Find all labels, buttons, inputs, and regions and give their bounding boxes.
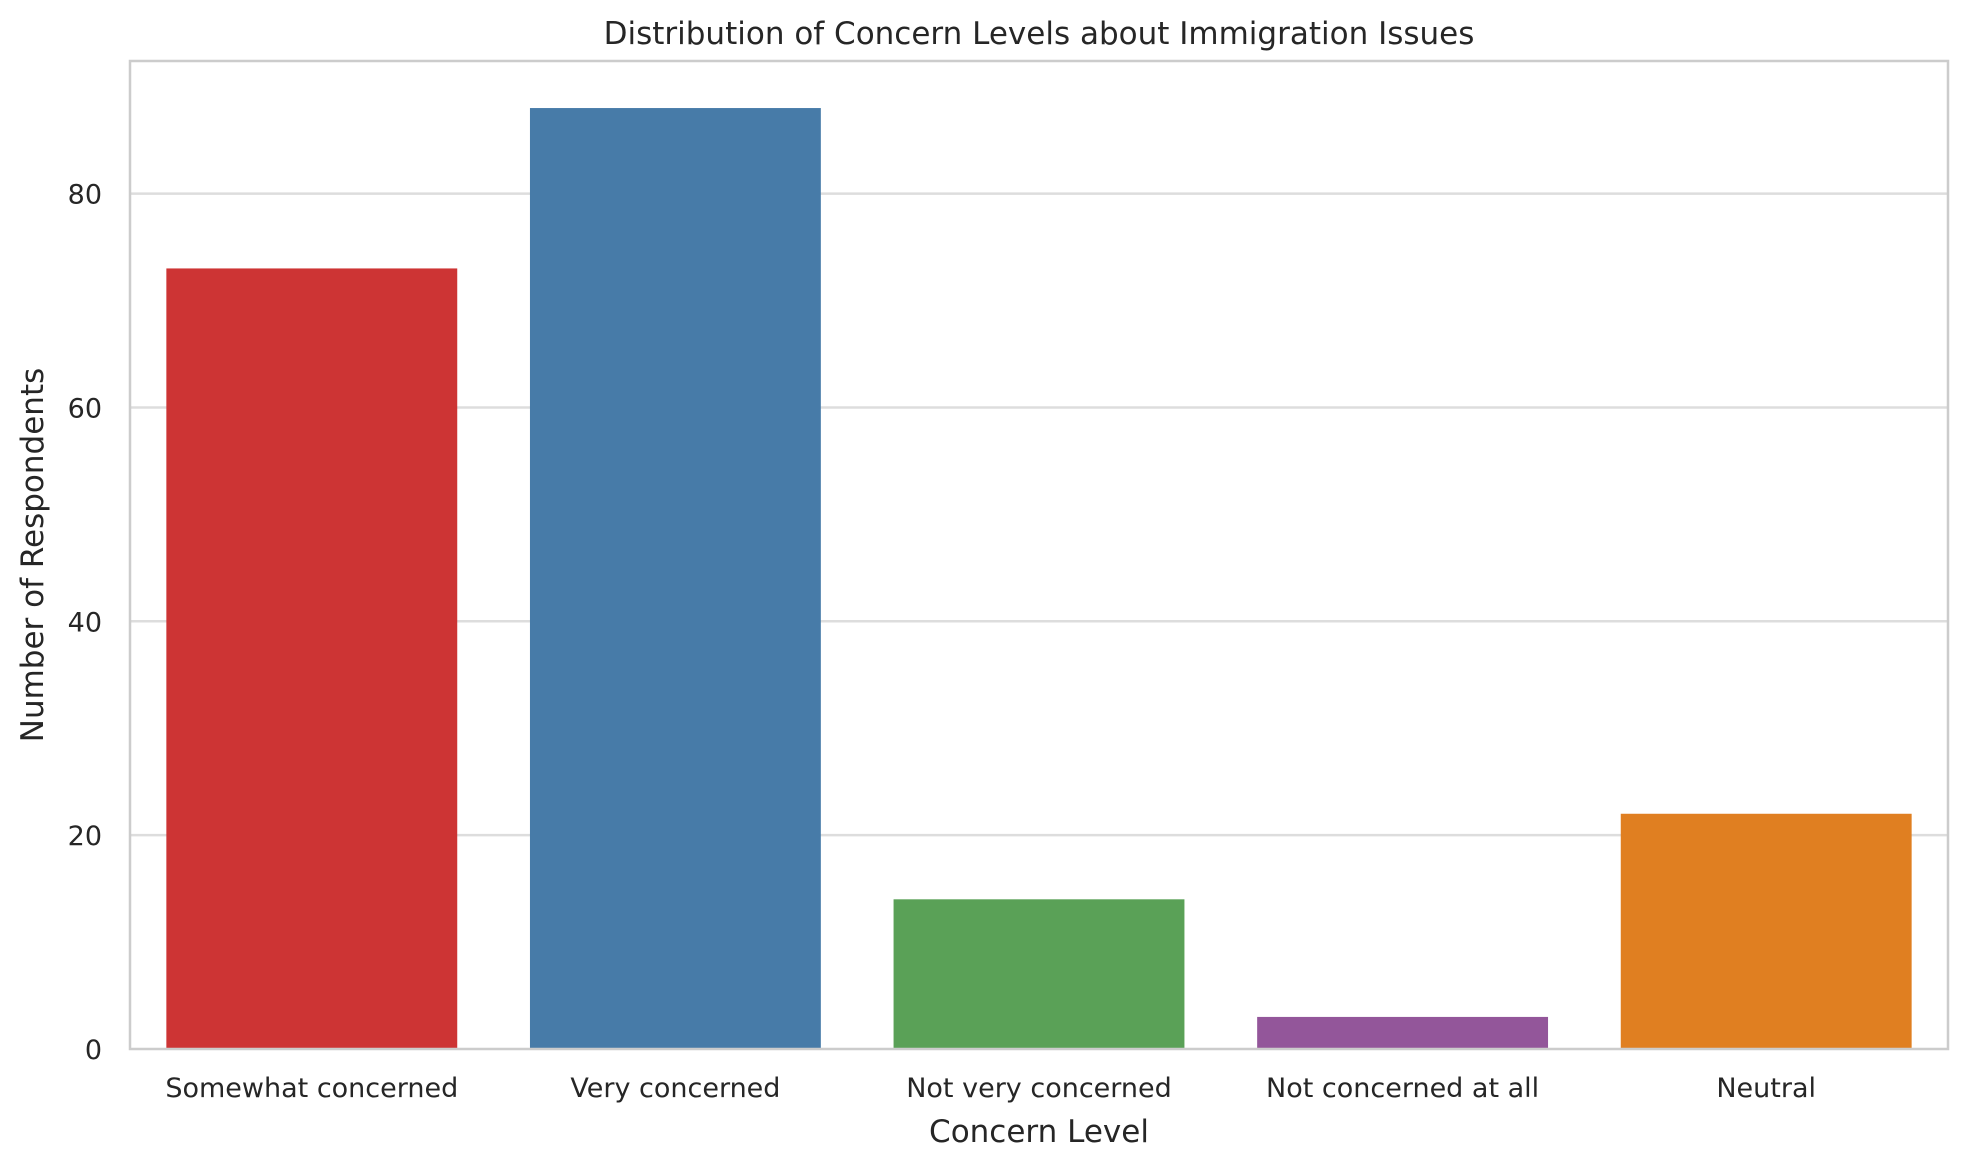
chart-title: Distribution of Concern Levels about Imm… — [604, 16, 1475, 52]
plot-frame — [128, 59, 1950, 1051]
y-tick-label: 0 — [85, 1035, 102, 1066]
x-tick-label: Very concerned — [570, 1073, 780, 1104]
x-tick-label: Neutral — [1716, 1073, 1816, 1104]
x-tick-label: Not concerned at all — [1266, 1073, 1539, 1104]
bar-somewhat-concerned — [166, 268, 458, 1049]
y-tick-label: 60 — [68, 393, 102, 424]
bar-not-concerned-at-all — [1257, 1016, 1549, 1049]
y-tick-labels: 0 20 40 60 80 — [68, 180, 102, 1066]
x-axis-title: Concern Level — [929, 1114, 1149, 1150]
bars — [166, 108, 1912, 1050]
bar-not-very-concerned — [893, 899, 1185, 1049]
y-axis-title: Number of Respondents — [15, 368, 51, 742]
x-tick-label: Somewhat concerned — [165, 1073, 458, 1104]
x-tick-label: Not very concerned — [906, 1073, 1172, 1104]
bar-very-concerned — [529, 108, 821, 1050]
bar-neutral — [1620, 813, 1912, 1049]
x-tick-labels: Somewhat concerned Very concerned Not very… — [165, 1073, 1816, 1104]
y-tick-label: 20 — [68, 821, 102, 852]
y-tick-label: 40 — [68, 607, 102, 638]
y-tick-label: 80 — [68, 180, 102, 211]
